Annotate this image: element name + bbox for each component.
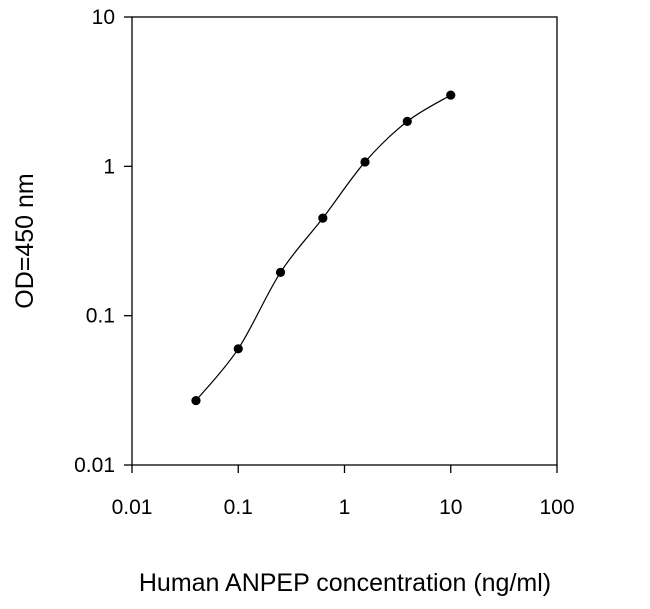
x-axis-ticks: 0.01 0.1 1 10 100 (112, 465, 575, 519)
data-point (318, 213, 328, 223)
x-tick-label: 0.01 (112, 496, 153, 519)
x-tick-label: 10 (439, 496, 462, 519)
data-point (446, 90, 456, 100)
x-tick-label: 100 (539, 496, 574, 519)
data-points (191, 90, 456, 406)
x-tick-label: 0.1 (224, 496, 253, 519)
y-tick-label: 0.1 (86, 305, 115, 328)
x-axis-title: Human ANPEP concentration (ng/ml) (139, 569, 551, 597)
y-axis-ticks: 0.01 0.1 1 10 (74, 6, 132, 477)
x-tick-label: 1 (339, 496, 351, 519)
series-line (195, 94, 452, 401)
data-point (233, 344, 243, 354)
y-tick-label: 1 (103, 155, 115, 178)
data-point (275, 267, 286, 277)
data-point (360, 157, 370, 167)
data-point (402, 116, 412, 126)
y-tick-label: 10 (92, 6, 115, 29)
y-tick-label: 0.01 (74, 454, 115, 477)
data-point (191, 395, 201, 406)
y-axis-title: OD=450 nm (11, 173, 39, 309)
